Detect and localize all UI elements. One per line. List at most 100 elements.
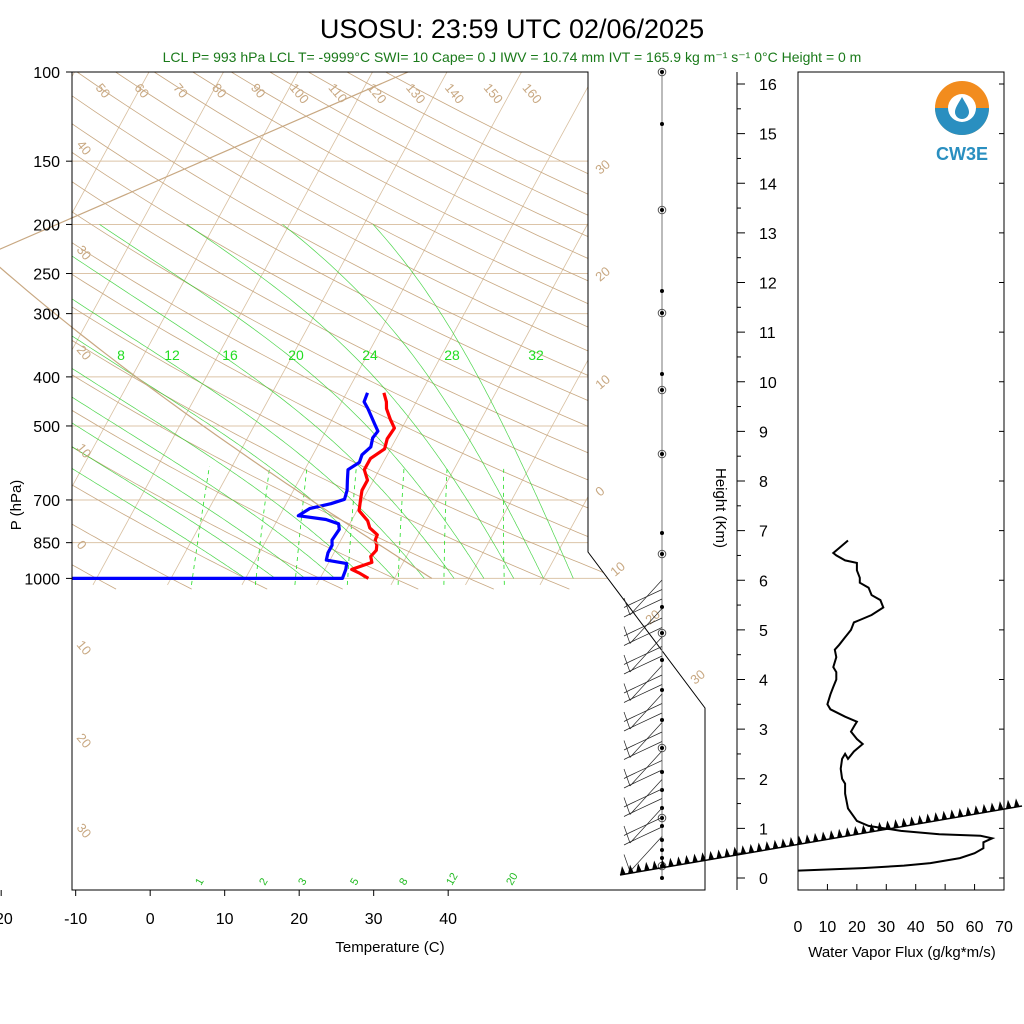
wind-level-dot [660,746,664,750]
skew-t-background-lines [72,72,705,590]
wind-barb [629,579,663,616]
mixing-ratio-line [346,466,357,585]
wind-barb-feather [623,784,631,789]
dry-adiabat-line [72,72,705,590]
dry-adiabat-line [72,72,494,590]
isotherm-line [241,72,522,586]
moist-adiabat-label: 8 [117,347,125,363]
surface-wind-flag [740,845,747,855]
wind-level-dot [660,770,664,774]
wind-barb [629,665,663,701]
dry-adiabat-label: 50 [93,80,114,101]
wind-barb-feather [623,661,631,665]
skew-t-frame [0,71,706,896]
pressure-tick-label: 300 [33,307,60,324]
surface-wind-flag [812,832,819,842]
moist-adiabat-label: 16 [222,347,238,363]
height-tick-label: 14 [759,176,777,193]
surface-wind-flag [869,823,875,833]
wind-barb [629,750,663,787]
dry-adiabat-label: 80 [209,80,230,101]
pressure-tick-label: 250 [33,267,60,284]
wind-level-dot [660,289,664,293]
dry-adiabat-label: 120 [364,80,389,106]
wind-calm-circle [657,549,667,559]
wind-level-dot [660,816,664,820]
mixing-ratio-line [255,466,271,585]
wind-barb-feather [623,642,631,646]
dry-adiabat-label: 90 [248,80,269,101]
surface-wind-flag [949,809,956,819]
surface-wind-flag [620,866,626,875]
y-axis-label: P (hPa) [8,480,25,531]
wind-barb [629,807,663,844]
dry-adiabat-label: 130 [403,80,428,106]
dry-adiabat-line [76,72,705,590]
surface-wind-flag [772,839,779,849]
wind-barb [629,627,663,643]
surface-wind-flag [909,816,916,826]
dry-adiabat-line [308,72,705,590]
wind-barb-feather [623,775,631,779]
moist-adiabat-line [99,224,485,579]
pressure-tick-label: 150 [33,154,60,171]
pressure-tick-label: 700 [33,493,60,510]
moist-adiabat-line [372,224,574,579]
temperature-tick-label: 40 [439,911,457,928]
surface-wind-flag [957,808,964,818]
pressure-tick-label: 400 [33,370,60,387]
height-tick-label: 13 [759,226,777,243]
moist-adiabat-line [72,224,455,579]
height-tick-label: 2 [759,772,768,789]
moist-adiabat-line [72,224,425,579]
dry-adiabat-line [72,72,268,590]
wind-barb-feather [623,832,631,836]
surface-wind-flag [716,849,723,859]
temperature-tick-label: 10 [216,911,234,928]
wind-level-dot [660,531,664,535]
height-tick-label: 10 [759,375,777,392]
wind-barb [629,598,663,615]
wind-barb [629,731,663,748]
dry-adiabat-line [269,72,705,590]
wind-barb-feather [623,699,631,703]
wind-barb [629,617,663,634]
wind-calm-circle [657,449,667,459]
moist-adiabat-line [72,254,306,579]
flux-panel-border [797,71,1005,891]
surface-wind-flag [788,837,795,847]
wind-calm-circle [657,743,667,753]
temperature-tick-label: -20 [0,911,13,928]
water-vapor-flux-panel: 0 10 20 30 40 50 60 70 [794,71,1013,936]
height-tick-label: 11 [759,325,776,342]
flux-tick-label: 20 [848,919,866,936]
isotherm-left-label: 20 [74,730,95,751]
wind-barb-feather [623,768,631,787]
flux-tick-label: 50 [936,919,954,936]
isotherm-line [688,72,705,586]
surface-wind-flag [708,850,715,860]
height-tick-label: 1 [759,821,768,838]
wind-barb [629,826,663,843]
wind-barb-feather [623,654,631,673]
surface-wind-flag [917,814,924,824]
wind-barb-feather [623,613,631,618]
mixing-ratio-label: 2 [257,876,270,887]
surface-wind-flag [997,801,1004,811]
isotherm-left-label: 10 [74,440,95,461]
dry-adiabat-label: 70 [170,80,191,101]
moist-adiabat-line [72,234,336,579]
surface-wind-flag [1013,798,1020,808]
wind-barb [629,608,663,644]
wind-barb [629,703,663,719]
wind-barb [629,741,663,757]
mixing-ratio-label: 1 [193,876,206,887]
wind-barb [629,636,663,673]
surface-wind-flag [861,824,867,834]
surface-wind-flag [780,838,787,848]
height-tick-label: 9 [759,424,768,441]
surface-wind-flag [981,803,988,813]
wind-barb-feather [623,803,631,808]
wind-barb [629,712,663,729]
